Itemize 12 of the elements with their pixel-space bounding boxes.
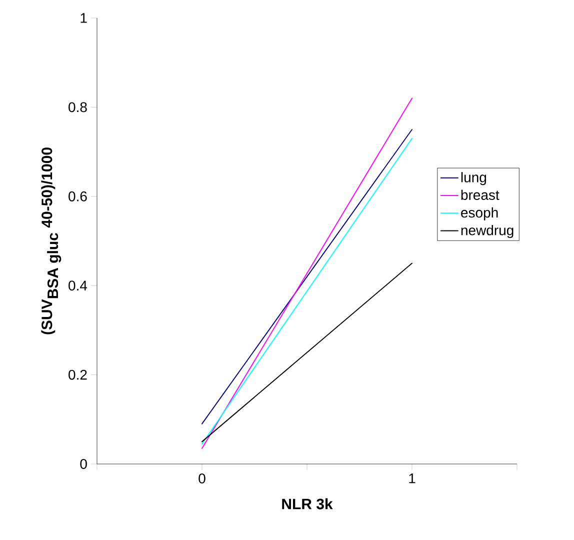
- y-tick-label: 1: [80, 13, 87, 23]
- y-tick-label: 0: [80, 459, 87, 469]
- y-tick-label: 0.4: [68, 280, 88, 291]
- y-tick-label: 0.8: [68, 102, 87, 112]
- legend-label: esoph: [461, 207, 498, 220]
- legend-label: breast: [461, 190, 500, 200]
- legend-label: newdrug: [461, 224, 514, 238]
- legend-label: lung: [461, 172, 486, 186]
- y-axis-title: $\textbf{(SUV}_{\textbf{BSA gluc}}\textbf{ 40-50)/1000}$: [41, 148, 62, 334]
- y-tick-label: 0.2: [68, 370, 87, 380]
- y-tick-label: 0.6: [68, 191, 87, 202]
- x-axis-title: NLR 3k: [282, 498, 333, 510]
